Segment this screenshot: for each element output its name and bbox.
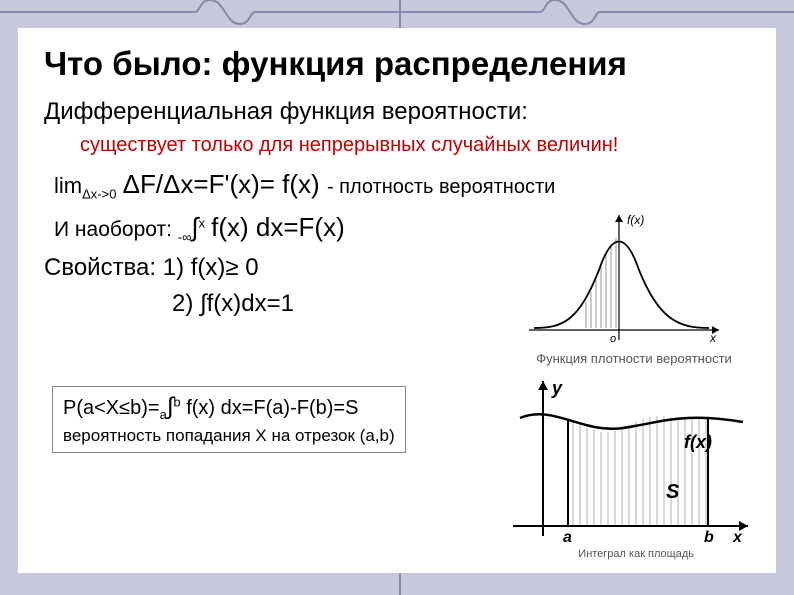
svg-text:x: x	[732, 529, 743, 546]
note-red: существует только для непрерывных случай…	[80, 134, 750, 157]
box-formula-left: P(a<X≤b)=	[63, 397, 160, 419]
slide-content: Что было: функция распределения Дифферен…	[18, 28, 776, 573]
prop-1: 1) f(x)≥ 0	[163, 254, 259, 281]
integral-body: f(x) dx=F(x)	[211, 212, 345, 242]
svg-text:b: b	[704, 529, 714, 546]
slide-title: Что было: функция распределения	[44, 46, 750, 82]
box-int-upper: b	[173, 394, 180, 409]
svg-text:x: x	[709, 331, 717, 345]
lim-label: lim	[54, 173, 82, 198]
props-label: Свойства:	[44, 254, 163, 281]
inverse-label: И наоборот:	[54, 218, 178, 241]
svg-text:f(x): f(x)	[627, 213, 644, 227]
integral-sign: ∫	[191, 212, 198, 242]
lim-sub: Δx->0	[82, 187, 116, 202]
density-desc: - плотность вероятности	[327, 176, 555, 198]
box-desc: вероятность попадания Х на отрезок (a,b)	[63, 426, 395, 446]
box-formula-right: f(x) dx=F(a)-F(b)=S	[181, 397, 359, 419]
box-formula: P(a<X≤b)=a∫b f(x) dx=F(a)-F(b)=S	[63, 393, 395, 422]
svg-text:y: y	[551, 378, 563, 398]
svg-text:S: S	[666, 481, 680, 503]
svg-text:a: a	[563, 529, 572, 546]
probability-box: P(a<X≤b)=a∫b f(x) dx=F(a)-F(b)=S вероятн…	[52, 386, 406, 453]
integral-svg: y f(x) S a b x	[508, 376, 756, 546]
int-lower: -∞	[178, 229, 192, 244]
density-formula: ΔF/Δx=F'(x)= f(x)	[123, 169, 327, 199]
chart2-caption: Интеграл как площадь	[578, 548, 694, 560]
density-chart: f(x) x o Функция плотности вероятности	[524, 210, 744, 366]
svg-text:o: o	[610, 333, 616, 345]
subtitle: Дифференциальная функция вероятности:	[44, 98, 750, 126]
formula-density: limΔx->0 ΔF/Δx=F'(x)= f(x) - плотность в…	[54, 169, 750, 201]
integral-chart: y f(x) S a b x	[508, 376, 756, 546]
int-upper: x	[199, 215, 206, 230]
svg-text:f(x): f(x)	[684, 432, 712, 452]
bell-curve-svg: f(x) x o	[524, 210, 724, 350]
chart1-caption: Функция плотности вероятности	[524, 352, 744, 366]
box-int-lower: a	[160, 407, 167, 422]
